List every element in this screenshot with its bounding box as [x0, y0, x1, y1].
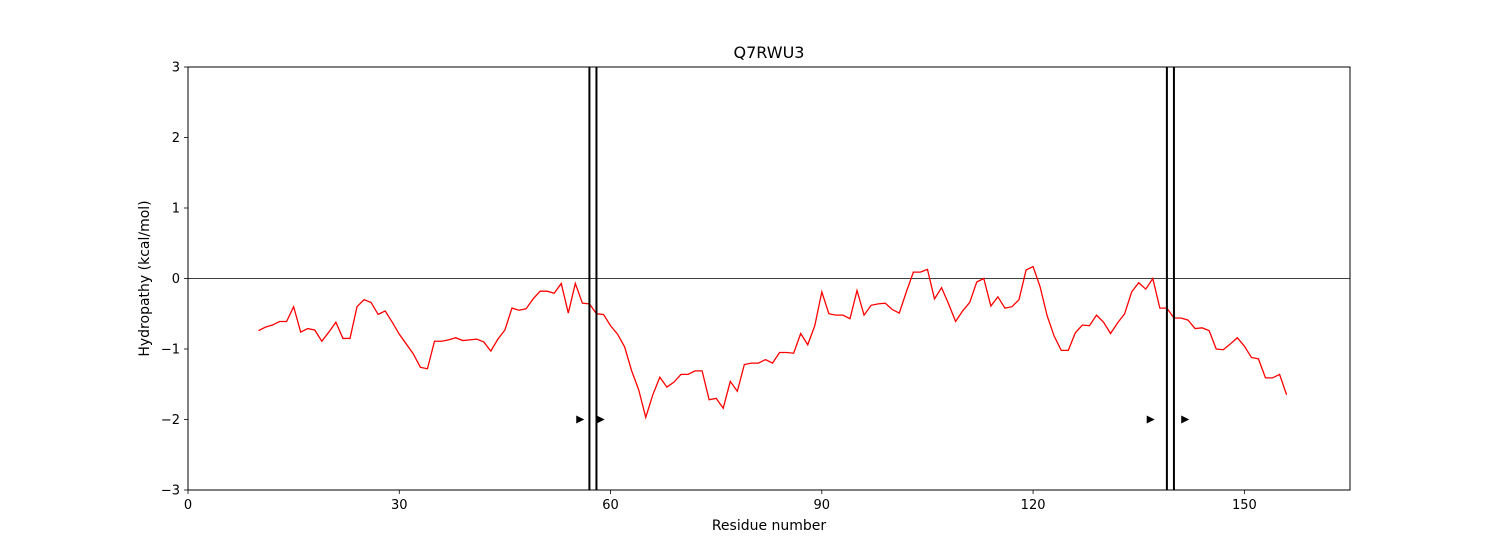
y-tick-label: 3: [172, 61, 180, 76]
plot-area-frame: [187, 66, 1351, 491]
x-axis-label: Residue number: [712, 518, 827, 534]
y-tick-label: −3: [161, 484, 180, 499]
boundary-lines: [588, 67, 1175, 490]
y-tick-label: −2: [161, 413, 180, 428]
direction-arrow-marker: [1181, 415, 1190, 424]
direction-arrow-marker: [1146, 415, 1155, 424]
y-tick-label: 0: [172, 272, 180, 287]
y-tick-label: −1: [161, 343, 180, 358]
direction-arrows: [576, 415, 1190, 424]
x-tick-label: 150: [1232, 498, 1257, 513]
y-tick-label: 2: [172, 131, 180, 146]
chart-title: Q7RWU3: [734, 43, 805, 62]
hydropathy-series-line: [258, 265, 1288, 420]
direction-arrow-marker: [596, 415, 605, 424]
x-tick-label: 120: [1021, 498, 1046, 513]
x-tick-label: 0: [184, 498, 192, 513]
x-tick-label: 60: [602, 498, 619, 513]
y-axis-label: Hydropathy (kcal/mol): [137, 200, 153, 356]
y-tick-label: 1: [172, 202, 180, 217]
direction-arrow-marker: [576, 415, 585, 424]
x-tick-label: 30: [391, 498, 408, 513]
axis-ticks: 0 30 60 90 120 150 −3 −2 −1 0 1 2 3: [161, 61, 1257, 514]
x-tick-label: 90: [814, 498, 831, 513]
